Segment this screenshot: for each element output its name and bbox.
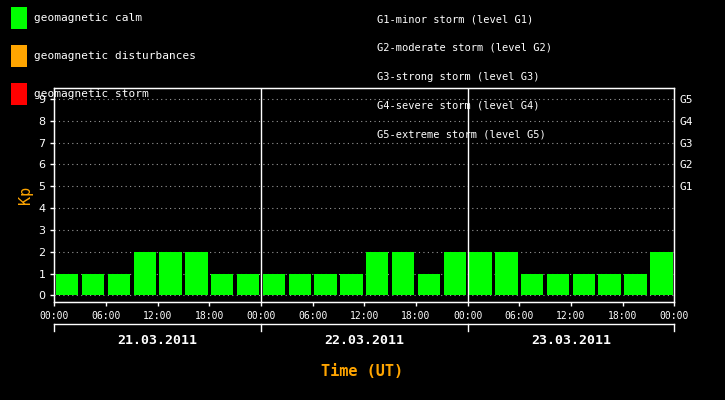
Bar — [599, 274, 621, 296]
Text: Time (UT): Time (UT) — [321, 364, 404, 379]
Text: geomagnetic storm: geomagnetic storm — [34, 89, 149, 99]
Bar — [340, 274, 362, 296]
Bar — [521, 274, 543, 296]
Bar — [56, 274, 78, 296]
Bar — [160, 252, 182, 296]
Bar — [262, 274, 285, 296]
Text: G1-minor storm (level G1): G1-minor storm (level G1) — [377, 14, 534, 24]
Bar — [133, 252, 156, 296]
Y-axis label: Kp: Kp — [17, 186, 33, 204]
Bar — [650, 252, 673, 296]
Bar — [82, 274, 104, 296]
Text: geomagnetic disturbances: geomagnetic disturbances — [34, 51, 196, 61]
Text: geomagnetic calm: geomagnetic calm — [34, 13, 142, 23]
Text: G3-strong storm (level G3): G3-strong storm (level G3) — [377, 72, 539, 82]
Bar — [547, 274, 569, 296]
Bar — [211, 274, 233, 296]
Bar — [469, 252, 492, 296]
Bar — [185, 252, 207, 296]
Text: 21.03.2011: 21.03.2011 — [117, 334, 198, 347]
Bar — [315, 274, 336, 296]
Bar — [392, 252, 414, 296]
Bar — [237, 274, 260, 296]
Bar — [289, 274, 311, 296]
Text: G2-moderate storm (level G2): G2-moderate storm (level G2) — [377, 43, 552, 53]
Bar — [418, 274, 440, 296]
Bar — [108, 274, 130, 296]
Bar — [624, 274, 647, 296]
Bar — [444, 252, 466, 296]
Bar — [495, 252, 518, 296]
Text: G5-extreme storm (level G5): G5-extreme storm (level G5) — [377, 129, 546, 139]
Bar — [366, 252, 389, 296]
Bar — [573, 274, 595, 296]
Text: 22.03.2011: 22.03.2011 — [324, 334, 405, 347]
Text: 23.03.2011: 23.03.2011 — [531, 334, 611, 347]
Text: G4-severe storm (level G4): G4-severe storm (level G4) — [377, 100, 539, 110]
